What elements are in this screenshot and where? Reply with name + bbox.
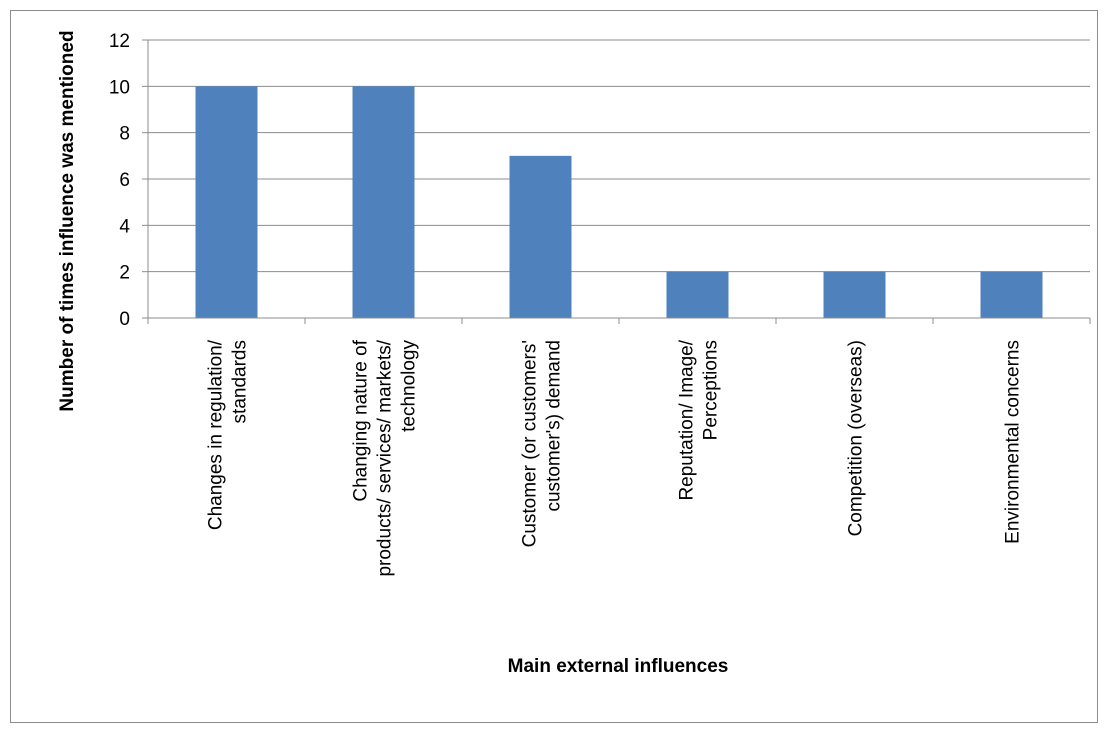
x-category-label-line: Changing nature of (351, 339, 372, 501)
x-category-label-line: products/ services/ markets/ (375, 339, 396, 576)
bar (352, 86, 415, 318)
x-category-label-line: Competition (overseas) (846, 340, 867, 536)
bar (666, 271, 729, 318)
x-category-label: Changing nature of products/ services/ ma… (351, 339, 420, 576)
y-tick-label: 12 (109, 31, 130, 52)
bars (195, 86, 1043, 318)
x-category-label: Changes in regulation/standards (206, 339, 251, 530)
bar (509, 155, 572, 318)
bar (823, 271, 886, 318)
x-category-label: Customer (or customers' customer's) deman… (520, 340, 565, 547)
x-category-label-line: Perceptions (701, 340, 722, 440)
x-axis-title: Main external influences (508, 656, 729, 677)
y-tick-label: 6 (119, 170, 130, 191)
chart-frame (10, 10, 1098, 723)
x-category-label-line: Environmental concerns (1003, 340, 1024, 544)
x-category-label-line: customer's) demand (544, 340, 565, 512)
y-axis-title: Number of times influence was mentioned (57, 30, 78, 411)
x-category-label-line: standards (230, 340, 251, 423)
y-tick-label: 4 (119, 216, 130, 237)
x-category-label-line: Reputation/ Image/ (677, 339, 698, 500)
y-tick-labels: 0 2 4 6 8 10 12 (109, 31, 131, 330)
y-tick-label: 8 (119, 124, 130, 145)
axes (142, 39, 1091, 324)
x-category-label-line: Changes in regulation/ (206, 339, 227, 530)
y-tick-label: 10 (109, 77, 130, 98)
x-category-label: Environmental concerns (1003, 340, 1024, 544)
y-tick-label: 0 (119, 309, 130, 330)
x-category-label: Competition (overseas) (846, 340, 867, 536)
bar (195, 86, 258, 318)
x-category-labels: Changes in regulation/standards Changing … (206, 339, 1024, 576)
x-category-label-line: Customer (or customers' (520, 340, 541, 547)
bar (980, 271, 1043, 318)
grid-lines (148, 39, 1090, 273)
x-category-label: Reputation/ Image/Perceptions (677, 339, 722, 500)
x-category-label-line: technology (399, 340, 420, 432)
y-tick-label: 2 (119, 263, 130, 284)
